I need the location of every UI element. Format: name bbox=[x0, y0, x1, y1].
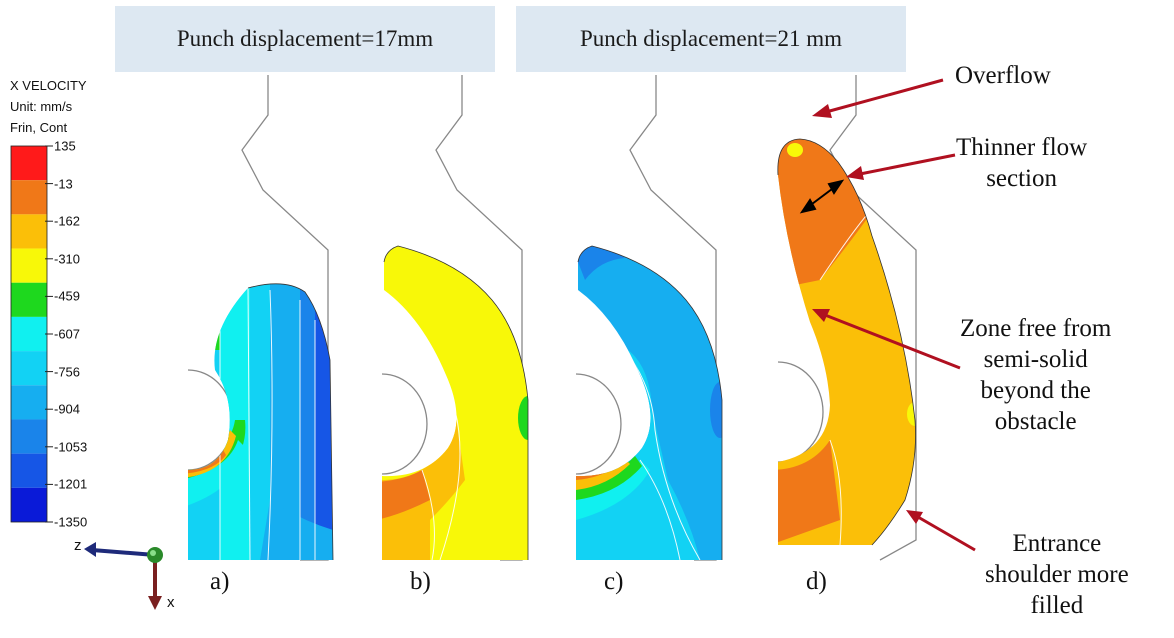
annotation-overflow: Overflow bbox=[955, 62, 1051, 89]
legend-swatch bbox=[11, 385, 47, 420]
contour-panel-c bbox=[576, 246, 722, 560]
legend-swatch bbox=[11, 248, 47, 283]
legend-tick-label: -904 bbox=[54, 401, 81, 417]
subfig-label-b: b) bbox=[410, 568, 431, 595]
shape-borders bbox=[247, 138, 916, 561]
legend-tick-label: -1053 bbox=[54, 439, 88, 455]
legend-tick-label: -756 bbox=[54, 364, 81, 380]
header-21mm: Punch displacement=21 mm bbox=[516, 6, 906, 72]
arrow-overflow bbox=[812, 78, 944, 118]
annotation-entrance: Entrance shoulder more filled bbox=[985, 530, 1129, 619]
obstacle-outline-c bbox=[575, 373, 622, 475]
legend-tick-label: -162 bbox=[54, 213, 81, 229]
legend-swatch bbox=[11, 282, 47, 317]
legend-swatch bbox=[11, 146, 47, 181]
legend-title-mode: Frin, Cont bbox=[10, 120, 68, 135]
header-17mm: Punch displacement=17mm bbox=[115, 6, 495, 72]
legend-tick-label: -1350 bbox=[54, 514, 88, 530]
legend-tick-label: -459 bbox=[54, 288, 81, 304]
subfig-label-a: a) bbox=[210, 568, 230, 595]
contour-panel-a bbox=[188, 283, 333, 560]
legend-swatch bbox=[11, 316, 47, 352]
legend-swatch bbox=[11, 419, 47, 454]
legend-tick-label: 135 bbox=[54, 138, 76, 154]
subfig-label-c: c) bbox=[604, 568, 624, 595]
legend-swatch bbox=[11, 180, 47, 215]
axis-label-z: z bbox=[74, 537, 82, 554]
legend-title-unit: Unit: mm/s bbox=[10, 99, 73, 114]
annotation-thinner-flow: Thinner flow section bbox=[956, 134, 1088, 192]
legend-tick-label: -13 bbox=[54, 176, 73, 192]
thickness-double-arrow bbox=[799, 179, 845, 214]
legend-title-variable: X VELOCITY bbox=[10, 78, 87, 93]
annotation-arrows bbox=[812, 78, 976, 552]
legend-tick-label: -1201 bbox=[54, 476, 88, 492]
axis-label-x: x bbox=[167, 594, 175, 611]
legend-swatch bbox=[11, 487, 47, 522]
contour-panel-b bbox=[382, 246, 528, 560]
obstacle-outline-b bbox=[381, 373, 428, 475]
legend-color-bar bbox=[10, 145, 53, 523]
legend-swatch bbox=[11, 453, 47, 488]
legend-tick-label: -607 bbox=[54, 326, 81, 342]
arrow-thinner bbox=[846, 153, 956, 180]
legend-swatch bbox=[11, 351, 47, 386]
arrow-entrance bbox=[906, 510, 976, 552]
annotation-zone-free: Zone free from semi-solid beyond the obs… bbox=[960, 315, 1112, 435]
legend-swatch bbox=[11, 214, 47, 249]
legend-tick-label: -310 bbox=[54, 251, 81, 267]
coordinate-axes bbox=[84, 542, 163, 610]
arrow-zone bbox=[812, 309, 961, 370]
subfig-label-d: d) bbox=[806, 568, 827, 595]
